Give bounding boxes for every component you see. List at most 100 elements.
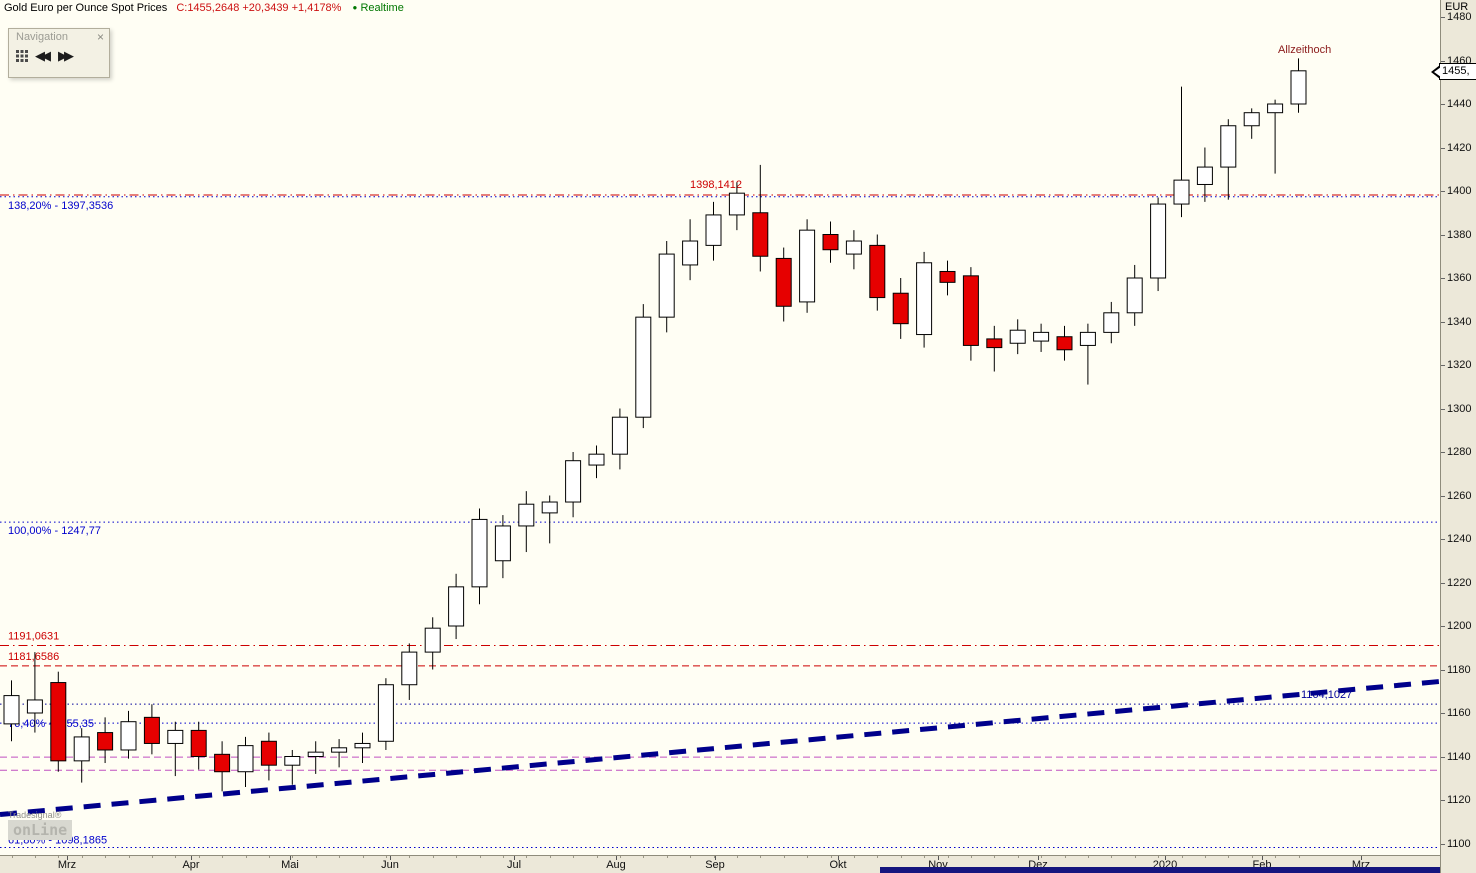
week-tick [433,856,434,858]
week-tick [152,856,153,858]
fast-forward-icon: ▶▶ [58,48,74,63]
week-tick [269,856,270,858]
week-tick [1275,856,1276,858]
week-tick [1228,856,1229,858]
week-tick [667,856,668,858]
axis-tick-label: 1100 [1447,837,1471,850]
candle-body [214,753,231,773]
week-tick [948,856,949,858]
candle-body [518,503,535,527]
week-tick [971,856,972,858]
axis-tick [1441,713,1445,714]
axis-tick-label: 1360 [1447,272,1472,284]
week-tick [292,856,293,858]
month-label-aug: Aug [606,859,626,871]
week-tick [1299,856,1300,858]
navigation-panel-title: Navigation [16,31,68,43]
axis-tick-label: 1440 [1447,98,1472,110]
axis-tick [1441,452,1445,453]
week-tick [1041,856,1042,858]
week-tick [386,856,387,858]
week-tick [854,856,855,858]
week-tick [1088,856,1089,858]
month-tick [1361,856,1362,860]
candle-body [73,736,90,762]
axis-tick-label: 1200 [1447,620,1472,632]
grid-icon [16,50,28,62]
month-label-mai: Mai [281,859,299,871]
week-tick [643,856,644,858]
axis-unit-label: EUR [1445,1,1469,13]
month-tick [390,856,391,860]
week-tick [199,856,200,858]
price-axis[interactable]: EUR 1480 1460 1440 1420 1400 1380 1360 1340 1320… [1440,0,1476,873]
watermark-brand: Tradesignal® [8,810,62,820]
close-icon[interactable]: × [96,30,104,44]
instrument-title: Gold Euro per Ounce Spot Prices [4,2,168,14]
month-tick [1038,856,1039,860]
axis-tick-label: 1480 [1447,11,1472,23]
month-tick [715,856,716,860]
candle-body [939,270,956,283]
week-tick [175,856,176,858]
month-tick [67,856,68,860]
month-tick [838,856,839,860]
candle-body [775,257,792,307]
candle-body [237,745,254,773]
axis-tick-label: 1400 [1447,185,1472,197]
week-tick [901,856,902,858]
price-level-label: 1181,6586 [8,651,59,663]
week-tick [526,856,527,858]
candle-body [892,292,909,325]
realtime-status: ● Realtime [353,2,404,14]
price-level-label: 1398,1412 [690,179,742,191]
week-tick [129,856,130,858]
axis-tick-label: 1300 [1447,402,1472,415]
month-label-okt: Okt [829,859,847,871]
candle-body [916,262,933,336]
candle-body [611,416,628,455]
horizontal-scrollbar-thumb[interactable] [880,867,1440,873]
week-tick [12,856,13,858]
chart-plot[interactable]: 1398,1412 138,20% - 1397,3536 100,00% - 12… [0,0,1441,855]
week-tick [1111,856,1112,858]
candle-body [1056,336,1073,351]
candlestick-chart[interactable]: 1398,1412 138,20% - 1397,3536 100,00% - 12… [0,0,1441,855]
candle-body [728,192,745,216]
grid-view-button[interactable] [16,47,28,65]
candle-body [682,240,699,266]
axis-tick-label: 1260 [1447,489,1472,502]
week-tick [597,856,598,858]
week-tick [1135,856,1136,858]
week-tick [1018,856,1019,858]
month-tick [514,856,515,860]
month-label-jul: Jul [506,859,522,871]
candle-body [190,729,207,758]
week-tick [1065,856,1066,858]
candle-body [845,240,862,255]
price-level-label: 1191,0631 [8,630,59,642]
axis-tick [1441,278,1445,279]
fast-forward-button[interactable]: ▶▶ [58,47,74,65]
week-tick [994,856,995,858]
trendline[interactable] [0,678,1441,818]
week-tick [807,856,808,858]
candle-body [1033,331,1050,342]
candle-body [50,682,67,762]
candle-body [331,747,348,753]
candle-body [97,732,114,751]
candle-body [26,699,43,714]
week-tick [1252,856,1253,858]
month-tick [616,856,617,860]
time-axis[interactable]: Mrz Apr Mai Jun Jul Aug Sep Okt Nov Dez 2020 Feb Mrz [0,855,1440,873]
week-tick [363,856,364,858]
axis-tick [1441,321,1445,323]
rewind-button[interactable]: ◀◀ [35,47,51,65]
axis-tick [1441,365,1445,366]
axis-tick-label: 1420 [1447,141,1472,154]
week-tick [760,856,761,858]
candle-body [448,586,465,627]
axis-tick-label: 1180 [1447,663,1471,676]
candle-body [541,501,558,514]
